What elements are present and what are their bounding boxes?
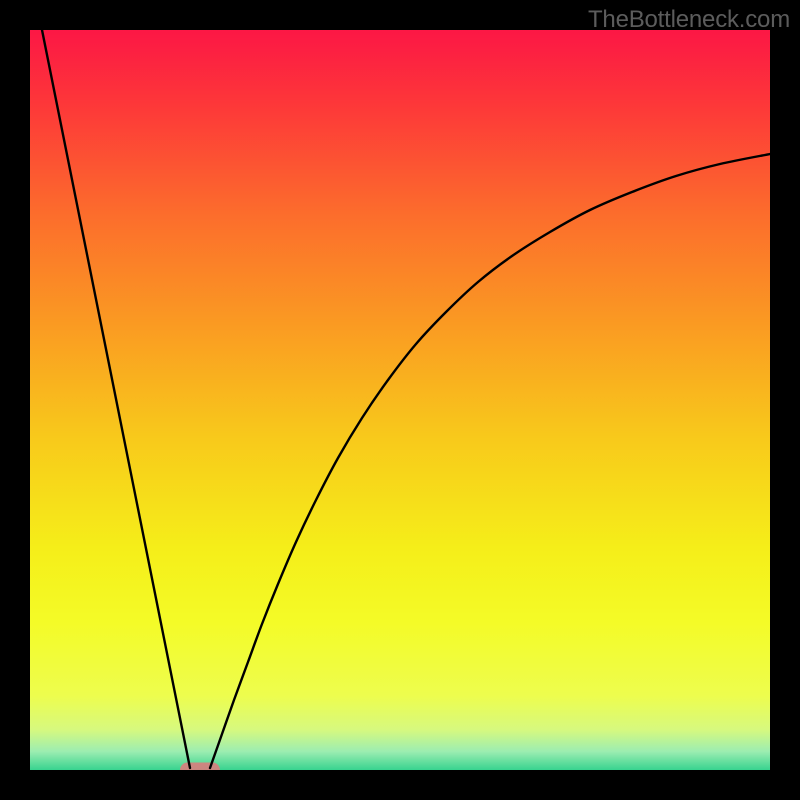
- watermark-text: TheBottleneck.com: [588, 6, 790, 34]
- gradient-background: [30, 30, 770, 770]
- bottleneck-chart: [0, 0, 800, 800]
- chart-container: TheBottleneck.com: [0, 0, 800, 800]
